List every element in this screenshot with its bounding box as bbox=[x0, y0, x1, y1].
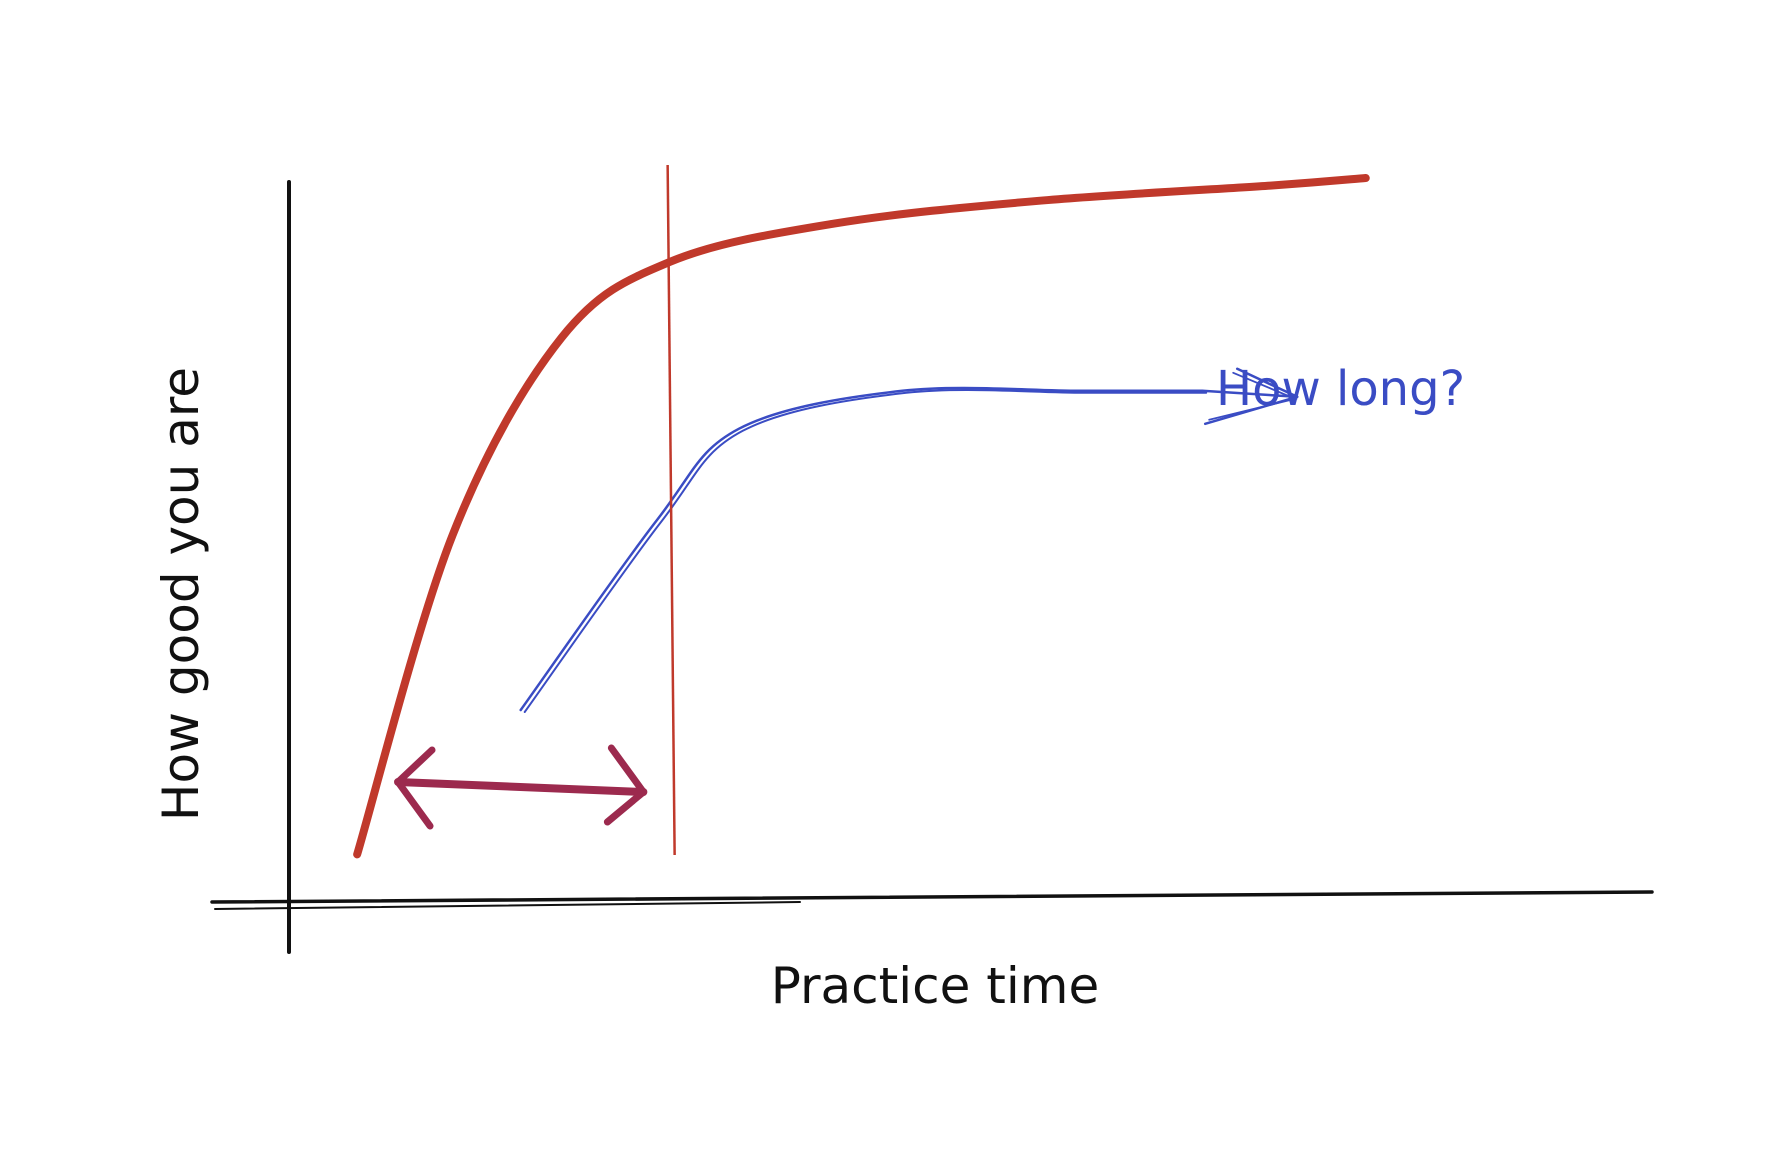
blue-arrowhead-overstroke bbox=[1208, 371, 1299, 421]
blue-arrowhead bbox=[1203, 367, 1299, 426]
series-line-blue-curve bbox=[519, 386, 1204, 712]
blue-arrow-shaft bbox=[1200, 389, 1299, 399]
series-line-blue-curve-overstroke bbox=[523, 388, 1208, 713]
series-layer bbox=[353, 174, 1370, 859]
double-arrow-right-head bbox=[603, 744, 647, 826]
x-axis-overstroke bbox=[214, 901, 801, 910]
how-long-annotation: How long? bbox=[1216, 361, 1465, 417]
x-axis bbox=[210, 890, 1654, 904]
y-axis-label: How good you are bbox=[152, 367, 210, 821]
threshold-vertical-line bbox=[666, 164, 676, 856]
x-axis-label: Practice time bbox=[771, 957, 1100, 1015]
annotation-layer bbox=[394, 164, 1299, 856]
double-arrow-shaft bbox=[394, 778, 648, 796]
double-arrow-left-head bbox=[394, 746, 436, 830]
series-line-red-curve bbox=[353, 174, 1370, 859]
